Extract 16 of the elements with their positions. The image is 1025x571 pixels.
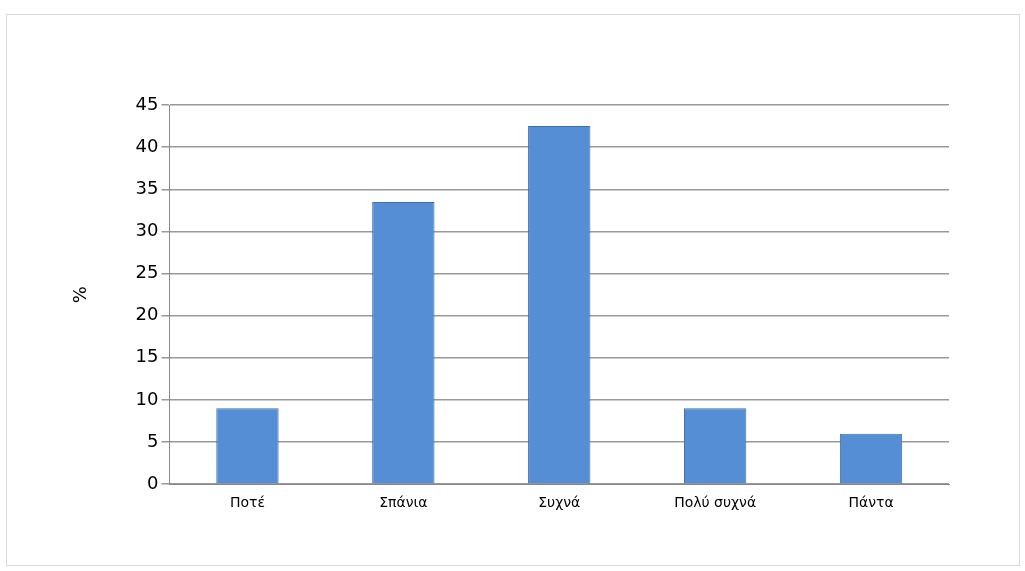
x-tick-label: Συχνά — [538, 494, 581, 511]
y-tick-label: 25 — [135, 261, 159, 283]
y-tick-label: 0 — [147, 471, 159, 493]
y-tick-label: 5 — [147, 429, 159, 451]
y-tick-label: 20 — [135, 303, 159, 325]
y-tick-label: 10 — [135, 387, 159, 409]
y-axis-title: % — [69, 286, 91, 304]
x-tick-label: Ποτέ — [229, 494, 265, 511]
x-tick-label: Σπάνια — [379, 494, 428, 511]
y-tick-label: 45 — [135, 92, 159, 114]
y-tick-label: 35 — [135, 176, 159, 198]
x-tick-label: Πάντα — [848, 494, 894, 511]
x-tick-label: Πολύ συχνά — [674, 494, 757, 511]
y-tick-label: 15 — [135, 345, 159, 367]
y-tick-label: 30 — [135, 219, 159, 241]
y-tick-label: 40 — [135, 134, 159, 156]
